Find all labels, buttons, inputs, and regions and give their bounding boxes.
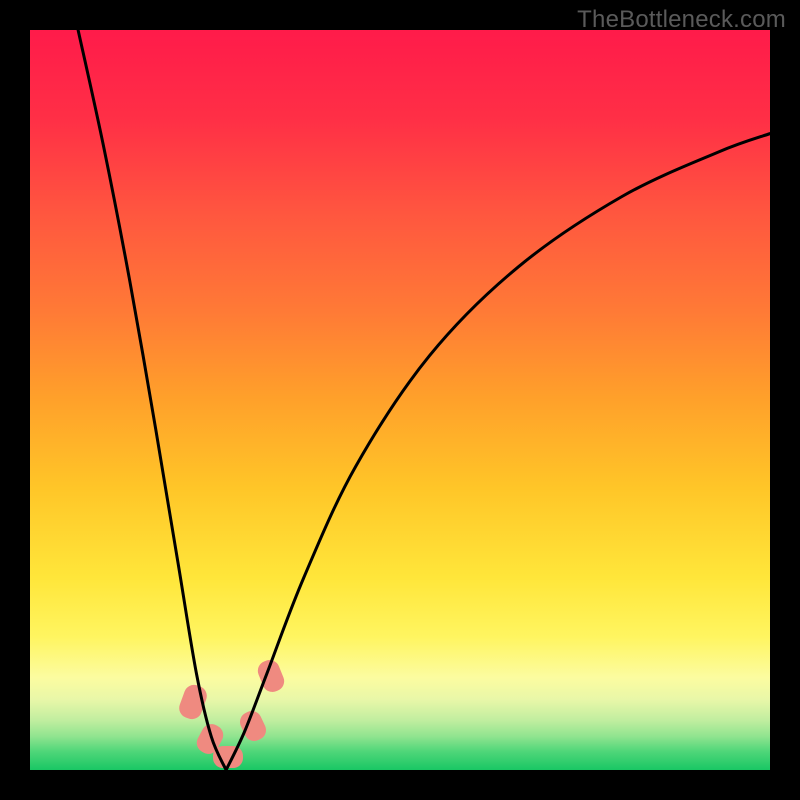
watermark-text: TheBottleneck.com bbox=[577, 6, 786, 34]
bottleneck-curve bbox=[30, 30, 770, 770]
plot-area bbox=[30, 30, 770, 770]
curve-right-branch bbox=[226, 134, 770, 770]
curve-left-branch bbox=[78, 30, 226, 770]
